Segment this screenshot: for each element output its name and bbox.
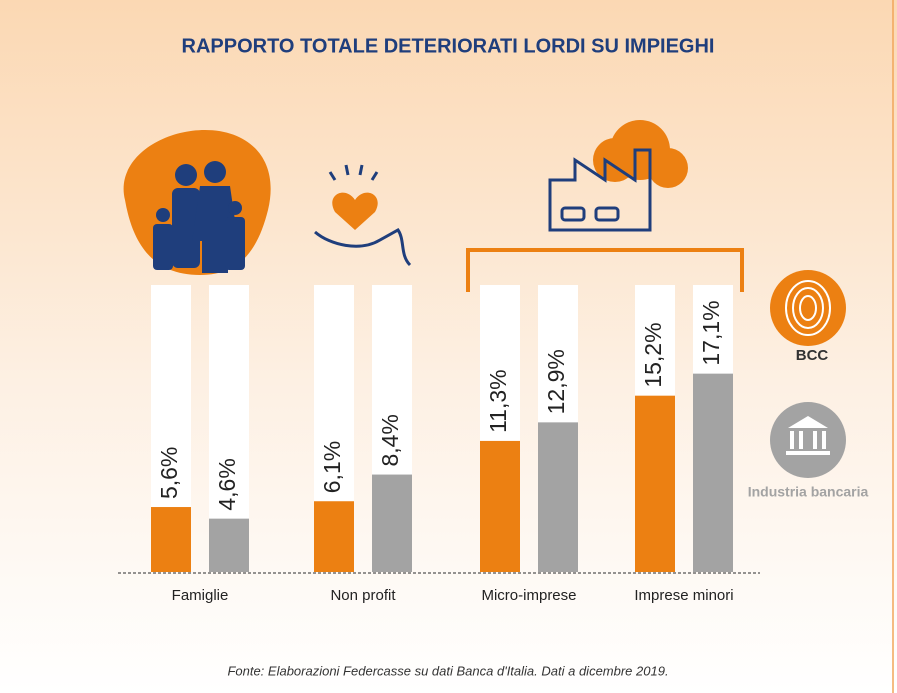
value-label: 4,6% <box>214 458 240 510</box>
bar <box>151 507 191 572</box>
value-label: 15,2% <box>640 322 666 387</box>
legend-label: BCC <box>796 347 829 364</box>
bracket <box>466 248 744 292</box>
value-label: 11,3% <box>485 369 511 433</box>
chart-title: RAPPORTO TOTALE DETERIORATI LORDI SU IMP… <box>182 35 715 57</box>
heart-icon <box>314 164 412 267</box>
value-label: 12,9% <box>543 349 569 414</box>
legend-swatch <box>770 270 846 346</box>
bar <box>480 440 520 572</box>
fingerprint <box>785 280 831 336</box>
factory-icon <box>548 120 688 232</box>
bar <box>209 518 249 572</box>
value-label: 8,4% <box>377 414 403 466</box>
legend-swatch <box>770 402 846 478</box>
bar <box>635 395 675 572</box>
legend-label: Industria bancaria <box>748 484 869 500</box>
x-tick-label: Micro-imprese <box>481 587 576 604</box>
source: Fonte: Elaborazioni Federcasse su dati B… <box>227 663 668 678</box>
bar <box>538 422 578 572</box>
x-tick-label: Non profit <box>330 587 396 604</box>
bank-icon <box>786 416 830 455</box>
value-label: 5,6% <box>156 447 182 499</box>
value-label: 17,1% <box>698 300 724 365</box>
bar <box>314 501 354 572</box>
bar <box>693 373 733 572</box>
x-tick-label: Imprese minori <box>634 587 733 604</box>
x-tick-label: Famiglie <box>172 587 229 604</box>
value-label: 6,1% <box>319 441 345 493</box>
bar <box>372 474 412 572</box>
family-icon <box>123 130 271 275</box>
